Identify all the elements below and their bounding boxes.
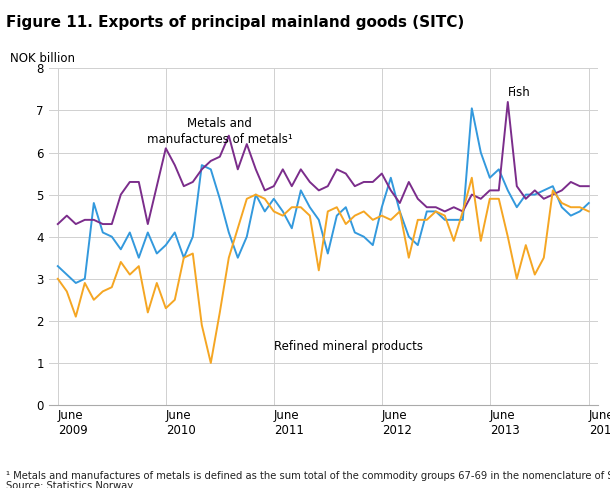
Text: Metals and
manufactures of metals¹: Metals and manufactures of metals¹ xyxy=(147,117,293,146)
Text: Source: Statistics Norway.: Source: Statistics Norway. xyxy=(6,481,135,488)
Text: Figure 11. Exports of principal mainland goods (SITC): Figure 11. Exports of principal mainland… xyxy=(6,15,464,30)
Text: Refined mineral products: Refined mineral products xyxy=(274,340,423,353)
Text: Fish: Fish xyxy=(508,85,531,99)
Text: NOK billion: NOK billion xyxy=(10,52,76,65)
Text: ¹ Metals and manufactures of metals is defined as the sum total of the commodity: ¹ Metals and manufactures of metals is d… xyxy=(6,471,610,481)
